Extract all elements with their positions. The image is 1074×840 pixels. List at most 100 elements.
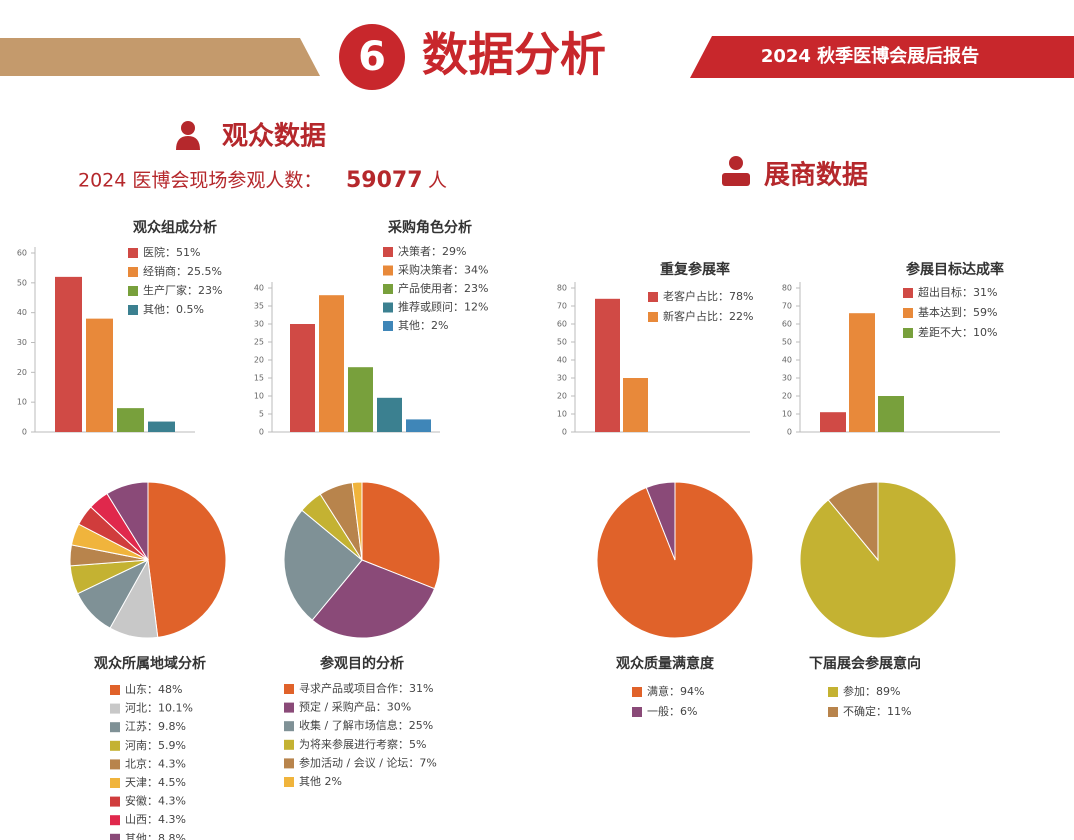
y-tick-label: 30 [782, 374, 792, 383]
legend-label: 参加活动 / 会议 / 论坛：7% [299, 755, 437, 769]
pie-slice [147, 481, 227, 638]
legend-label: 其他：2% [398, 319, 448, 332]
y-tick-label: 30 [254, 320, 264, 329]
y-tick-label: 40 [17, 308, 27, 317]
legend-label: 超出目标：31% [918, 285, 997, 299]
legend-swatch [383, 321, 393, 331]
report-subtitle: 2024 秋季医博会展后报告 [761, 45, 979, 67]
legend-swatch [383, 302, 393, 313]
legend-label: 老客户占比：78% [663, 289, 753, 303]
legend-swatch [383, 247, 393, 257]
y-tick-label: 50 [782, 338, 792, 347]
legend-swatch [110, 796, 120, 807]
legend-swatch [110, 759, 120, 770]
bar [377, 397, 402, 432]
y-tick-label: 30 [17, 338, 27, 347]
legend-label: 收集 / 了解市场信息：25% [299, 718, 433, 732]
legend-label: 为将来参展进行考察：5% [299, 737, 426, 751]
exhibitor-icon [729, 156, 743, 170]
legend-label: 新客户占比：22% [663, 309, 753, 323]
bar [595, 298, 620, 432]
pie-slice [645, 481, 676, 561]
y-tick-label: 50 [17, 278, 27, 287]
y-tick-label: 0 [22, 428, 27, 437]
legend-swatch [284, 739, 294, 750]
pie-slice [827, 481, 879, 562]
legend-swatch [128, 267, 138, 277]
y-tick-label: 10 [557, 410, 567, 419]
bar [319, 295, 344, 432]
legend-swatch [110, 778, 120, 788]
legend-label: 预定 / 采购产品：30% [299, 700, 411, 714]
chart-title: 观众所属地域分析 [94, 655, 206, 672]
y-tick-label: 40 [254, 284, 264, 293]
visitors-count: 59077 [346, 168, 423, 193]
y-tick-label: 20 [782, 392, 792, 401]
pie-slice [283, 509, 363, 621]
legend-swatch [828, 687, 838, 697]
legend-swatch [128, 248, 138, 258]
chart-title: 重复参展率 [660, 261, 730, 278]
legend-label: 山东：48% [125, 683, 182, 696]
chart-title: 参展目标达成率 [906, 261, 1004, 278]
y-tick-label: 40 [557, 356, 567, 365]
page-title: 数据分析 [422, 28, 606, 82]
legend-swatch [110, 815, 120, 826]
subtitle-band [690, 36, 1074, 78]
legend-swatch [903, 328, 913, 338]
visitors-unit: 人 [428, 170, 447, 192]
y-tick-label: 10 [254, 392, 264, 401]
legend-swatch [110, 833, 120, 840]
legend-label: 推荐或顾问：12% [398, 300, 488, 314]
y-tick-label: 35 [254, 302, 264, 311]
chart-title: 采购角色分析 [387, 219, 472, 236]
y-tick-label: 40 [782, 356, 792, 365]
legend-label: 其他：0.5% [143, 303, 204, 316]
y-tick-label: 5 [259, 410, 264, 419]
legend-swatch [903, 288, 913, 298]
legend-label: 河南：5.9% [125, 739, 186, 752]
legend-swatch [284, 777, 294, 787]
header-band [0, 38, 320, 76]
legend-swatch [284, 684, 294, 694]
y-tick-label: 0 [787, 428, 792, 437]
legend-swatch [383, 265, 393, 276]
bar [86, 318, 113, 432]
legend-swatch [284, 721, 294, 732]
y-tick-label: 60 [557, 320, 567, 329]
legend-label: 不确定：11% [843, 704, 911, 718]
bar [820, 412, 846, 432]
legend-swatch [110, 722, 120, 733]
y-tick-label: 60 [782, 320, 792, 329]
legend-swatch [110, 703, 120, 714]
y-tick-label: 70 [557, 302, 567, 311]
chart-title: 观众质量满意度 [616, 655, 715, 672]
legend-label: 差距不大：10% [918, 325, 997, 339]
bar [623, 378, 648, 432]
bar [849, 313, 875, 432]
bar [148, 421, 175, 432]
legend-label: 决策者：29% [398, 244, 466, 258]
legend-swatch [383, 284, 393, 294]
bar [55, 276, 82, 432]
chart-title: 参观目的分析 [320, 655, 404, 672]
pie-slice [106, 481, 149, 562]
legend-swatch [128, 286, 138, 296]
y-tick-label: 50 [557, 338, 567, 347]
section-title: 观众数据 [222, 122, 326, 152]
section-number: 6 [358, 34, 386, 80]
y-tick-label: 15 [254, 374, 264, 383]
people-icon [181, 121, 195, 135]
y-tick-label: 80 [557, 284, 567, 293]
legend-label: 经销商：25.5% [143, 264, 222, 278]
legend-label: 北京：4.3% [125, 756, 186, 770]
legend-label: 江苏：9.8% [125, 720, 186, 733]
visitors-label: 2024 医博会现场参观人数： [78, 170, 322, 192]
legend-label: 其他 2% [299, 775, 342, 788]
legend-label: 满意：94% [647, 684, 704, 698]
y-tick-label: 10 [17, 398, 27, 407]
pie-slice [311, 559, 436, 639]
legend-swatch [648, 292, 658, 302]
legend-swatch [828, 707, 838, 717]
